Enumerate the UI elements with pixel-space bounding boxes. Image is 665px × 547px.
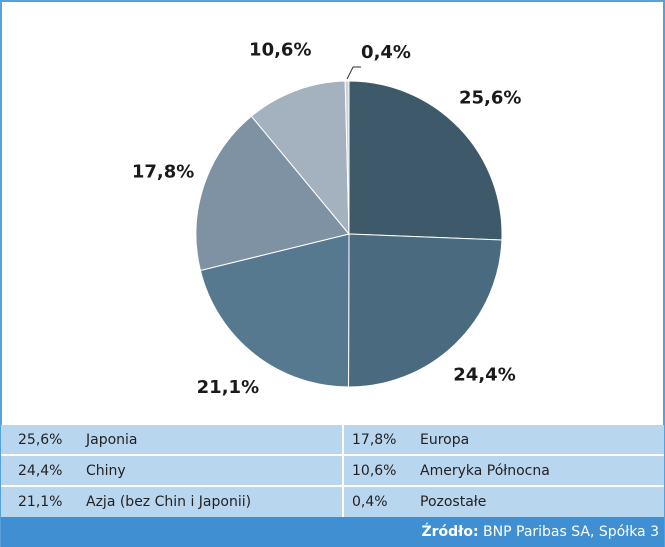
pie-slice: [250, 80, 350, 236]
pie-slice: [199, 233, 350, 388]
data-label: 0,4%: [361, 42, 411, 63]
source-label: Źródło:: [421, 522, 478, 540]
legend-name: Japonia: [85, 432, 138, 448]
legend-table: [1, 425, 664, 517]
data-label: 25,6%: [459, 87, 521, 108]
leader-line: [346, 66, 362, 80]
legend-value: 0,4%: [352, 494, 388, 510]
legend-name: Azja (bez Chin i Japonii): [86, 494, 251, 510]
legend-name: Chiny: [86, 463, 126, 479]
legend-name: Europa: [420, 432, 469, 448]
source: Źródło: BNP Paribas SA, Spółka 3: [421, 522, 659, 540]
legend-value: 25,6%: [18, 432, 62, 448]
pie-slice: [348, 80, 503, 241]
data-label: 21,1%: [197, 377, 259, 398]
data-label: 17,8%: [132, 162, 194, 183]
pie-slice: [348, 233, 503, 388]
pie-slice: [195, 115, 350, 272]
pie-slice: [344, 80, 350, 235]
data-label: 10,6%: [249, 40, 311, 61]
footer: [1, 517, 664, 547]
source-text: BNP Paribas SA, Spółka 3: [483, 524, 659, 540]
legend-name: Ameryka Północna: [420, 463, 550, 479]
data-label: 24,4%: [453, 364, 515, 385]
legend-value: 17,8%: [352, 432, 396, 448]
legend-value: 10,6%: [352, 463, 396, 479]
legend-value: 24,4%: [18, 463, 62, 479]
legend-value: 21,1%: [18, 494, 62, 510]
legend-name: Pozostałe: [420, 494, 486, 510]
